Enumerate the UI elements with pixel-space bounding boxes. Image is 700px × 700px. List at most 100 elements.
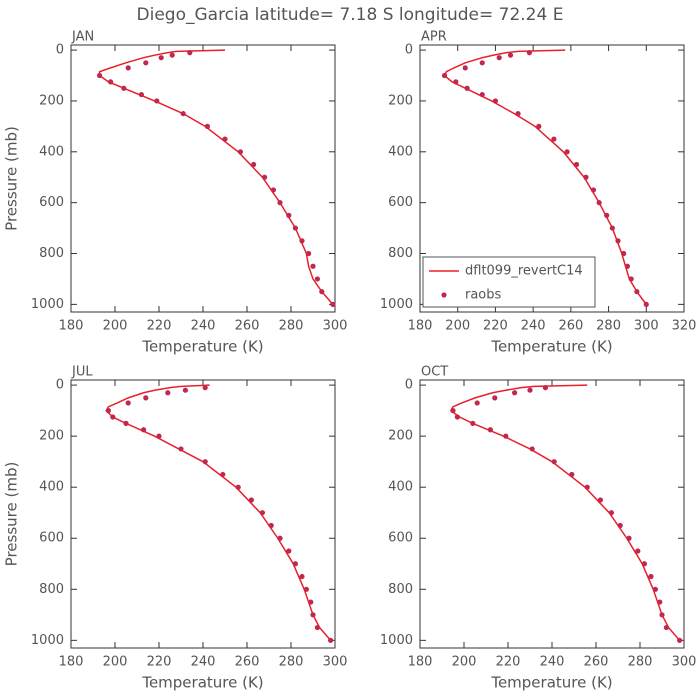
raob-point — [156, 433, 162, 439]
legend-label: dflt099_revertC14 — [465, 264, 583, 279]
raob-point — [143, 60, 149, 66]
plot-frame — [70, 44, 336, 313]
x-tick-label: 280 — [279, 319, 304, 334]
raob-point — [615, 238, 621, 244]
x-tick-label: 220 — [147, 655, 172, 670]
raob-point — [597, 497, 604, 503]
raob-point — [110, 414, 116, 420]
raob-point — [248, 497, 254, 503]
raob-point — [303, 586, 309, 592]
raob-point — [487, 427, 493, 433]
raob-point — [542, 385, 549, 391]
raob-point — [268, 522, 274, 529]
raob-point — [125, 400, 131, 406]
raob-point — [462, 65, 468, 71]
y-tick-label: 400 — [39, 144, 64, 159]
raob-point — [492, 395, 498, 401]
raob-point — [125, 65, 131, 71]
raob-point — [496, 55, 502, 61]
raob-point — [330, 301, 336, 307]
y-axis-label: Pressure (mb) — [3, 126, 21, 231]
raob-point — [641, 561, 648, 567]
panel-title: APR — [421, 30, 447, 45]
x-tick-label: 280 — [628, 655, 653, 670]
raob-point — [222, 136, 228, 142]
x-tick-label: 220 — [483, 319, 508, 334]
raob-point — [310, 263, 316, 269]
x-tick-label: 260 — [558, 319, 583, 334]
raob-point — [138, 91, 144, 98]
raob-point — [292, 561, 298, 567]
y-tick-label: 200 — [388, 93, 413, 108]
raob-point — [590, 187, 597, 193]
y-tick-label: 800 — [388, 246, 413, 261]
y-tick-label: 400 — [388, 144, 413, 159]
y-tick-label: 1000 — [31, 297, 64, 312]
raob-point — [609, 225, 615, 231]
y-tick-label: 400 — [388, 480, 413, 495]
y-tick-label: 1000 — [380, 297, 413, 312]
panel-title: JUL — [71, 365, 93, 380]
raob-point — [652, 586, 659, 592]
panel: JUL 180 200 220 240 260 280 300 0 200 400 600 800 100… — [3, 365, 348, 692]
model-line — [98, 49, 334, 305]
raob-point — [319, 289, 325, 295]
raob-point — [97, 72, 103, 79]
panel: APR 180 200 220 240 260 280 300 320 0 200 400 600 800… — [380, 30, 697, 356]
raob-point — [251, 161, 257, 168]
raob-point — [286, 212, 292, 218]
figure-title: Diego_Garcia latitude= 7.18 S longitude=… — [137, 5, 564, 25]
raob-point — [529, 446, 535, 452]
x-axis-label: Temperature (K) — [490, 338, 612, 356]
x-tick-label: 200 — [445, 319, 470, 334]
y-tick-label: 1000 — [380, 633, 413, 648]
raob-point — [453, 79, 459, 85]
raob-point — [204, 123, 210, 129]
x-tick-label: 320 — [672, 319, 697, 334]
raob-point — [470, 420, 476, 426]
raob-point — [328, 637, 334, 643]
x-tick-label: 280 — [596, 319, 621, 334]
x-axis-label: Temperature (K) — [490, 674, 612, 692]
y-tick-label: 1000 — [31, 633, 64, 648]
raob-point — [141, 427, 147, 433]
raob-point — [277, 200, 283, 206]
raob-point — [536, 123, 542, 129]
y-tick-label: 800 — [39, 582, 64, 597]
legend-label: raobs — [465, 288, 502, 303]
x-tick-label: 260 — [235, 319, 260, 334]
y-tick-label: 600 — [388, 531, 413, 546]
raob-point — [626, 535, 632, 541]
y-tick-label: 0 — [405, 378, 413, 393]
x-tick-label: 180 — [408, 655, 433, 670]
raob-point — [621, 250, 627, 257]
raob-point — [220, 471, 226, 478]
raob-point — [604, 212, 610, 218]
raob-point — [551, 459, 557, 465]
panel-title: OCT — [421, 365, 448, 380]
raob-point — [270, 187, 276, 193]
raob-point — [564, 149, 570, 155]
raob-point — [237, 149, 243, 155]
y-tick-label: 600 — [388, 195, 413, 210]
raob-point — [628, 276, 634, 282]
raob-point — [286, 548, 292, 554]
raob-point — [584, 484, 590, 490]
x-tick-label: 300 — [323, 319, 348, 334]
x-tick-label: 200 — [103, 655, 128, 670]
raob-point — [643, 301, 649, 307]
raob-point — [479, 91, 485, 98]
raob-point — [507, 52, 514, 58]
raob-point — [474, 400, 480, 406]
raob-point — [187, 50, 193, 56]
plot-frame — [419, 44, 685, 313]
x-tick-label: 300 — [323, 655, 348, 670]
raob-point — [624, 263, 631, 269]
y-axis-label: Pressure (mb) — [3, 462, 21, 567]
y-tick-label: 200 — [388, 429, 413, 444]
model-line — [443, 49, 647, 305]
raob-point — [306, 250, 312, 257]
plot-frame — [419, 379, 685, 649]
